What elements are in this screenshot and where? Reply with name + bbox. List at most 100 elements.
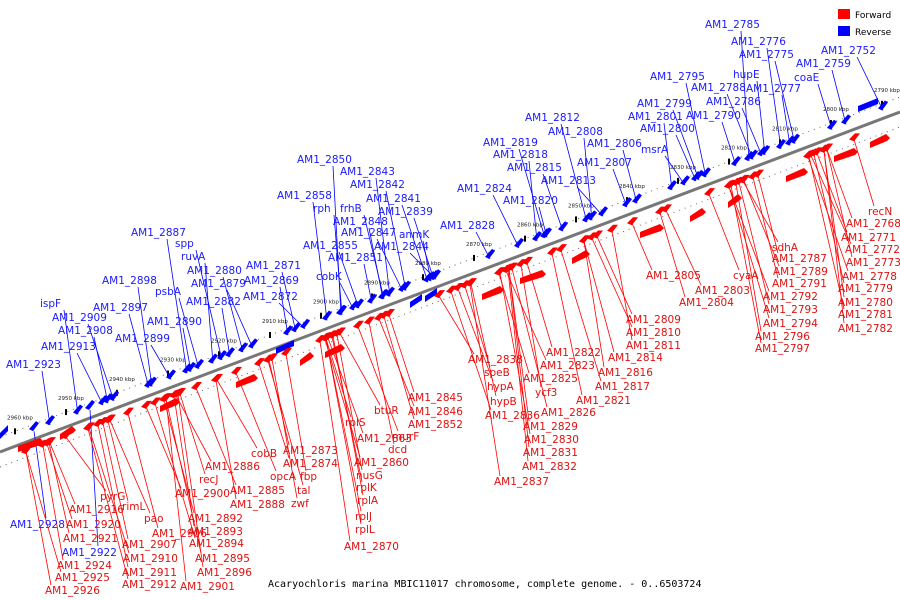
reverse-gene-label: hupE — [733, 69, 760, 81]
forward-gene-arrow — [325, 344, 345, 358]
forward-leader-line — [507, 270, 529, 462]
forward-gene-arrow — [315, 335, 326, 344]
reverse-gene-label: AM1_2801 — [628, 111, 683, 123]
forward-gene-label: AM1_2780 — [838, 297, 893, 309]
legend-reverse-swatch — [838, 26, 850, 36]
reverse-leader-line — [612, 168, 628, 208]
reverse-gene-arrow — [398, 281, 408, 292]
forward-gene-arrow — [849, 133, 860, 142]
forward-gene-label: AM1_2796 — [755, 331, 810, 343]
forward-leader-line — [267, 360, 304, 486]
reverse-gene-label: ruvA — [181, 251, 206, 263]
reverse-leader-line — [576, 186, 604, 217]
forward-leader-line — [154, 403, 196, 539]
reverse-leader-line — [89, 409, 99, 547]
reverse-gene-label: AM1_2775 — [739, 49, 794, 61]
forward-gene-label: AM1_2791 — [772, 278, 827, 290]
reverse-gene-arrow — [283, 325, 293, 336]
ruler-tick-label: 2790 kbp — [874, 88, 900, 94]
reverse-leader-line — [831, 69, 847, 125]
reverse-gene-arrow — [354, 298, 364, 309]
ruler-tick-label: 2820 kbp — [721, 146, 747, 152]
reverse-gene-arrow — [598, 206, 608, 217]
forward-gene-arrow — [819, 144, 830, 153]
reverse-gene-arrow — [385, 286, 395, 297]
reverse-leader-line — [726, 93, 754, 160]
forward-gene-arrow — [236, 374, 258, 388]
reverse-leader-line — [178, 297, 200, 369]
forward-leader-line — [285, 353, 307, 472]
forward-gene-arrow — [83, 422, 94, 431]
reverse-gene-label: AM1_2759 — [796, 58, 851, 70]
reverse-leader-line — [385, 190, 407, 291]
reverse-gene-label: AM1_2839 — [378, 206, 433, 218]
forward-gene-label: AM1_2836 — [485, 410, 540, 422]
forward-gene-label: AM1_2906 — [152, 528, 207, 540]
reverse-gene-arrow — [322, 310, 332, 321]
reverse-gene-arrow — [785, 135, 795, 146]
forward-gene-label: rplJ — [355, 511, 372, 523]
reverse-gene-label: AM1_2850 — [297, 154, 352, 166]
forward-leader-line — [235, 372, 277, 472]
forward-leader-line — [498, 273, 530, 374]
reverse-gene-label: ispF — [40, 298, 61, 310]
reverse-gene-arrow — [776, 138, 786, 149]
forward-gene-label: AM1_2920 — [66, 519, 121, 531]
forward-leader-line — [127, 413, 159, 529]
reverse-leader-lines — [33, 30, 884, 547]
reverse-leader-line — [41, 370, 51, 426]
reverse-gene-label: AM1_2922 — [62, 547, 117, 559]
forward-gene-arrow — [495, 267, 506, 276]
forward-leader-line — [438, 295, 475, 355]
reverse-gene-arrow — [45, 415, 55, 426]
reverse-gene-label: AM1_2799 — [637, 98, 692, 110]
reverse-gene-label: AM1_2887 — [131, 227, 186, 239]
reverse-gene-label: AM1_2828 — [440, 220, 495, 232]
reverse-leader-line — [204, 262, 214, 364]
reverse-gene-arrow — [667, 180, 677, 191]
forward-gene-arrow — [834, 148, 858, 162]
forward-leader-line — [752, 177, 779, 279]
forward-gene-arrow — [556, 244, 567, 253]
reverse-gene-arrow — [582, 212, 592, 223]
reverse-gene-arrow — [514, 237, 524, 248]
forward-leader-line — [216, 379, 258, 449]
reverse-leader-line — [817, 83, 833, 130]
reverse-leader-line — [195, 249, 223, 361]
reverse-gene-arrow — [748, 149, 758, 160]
forward-gene-label: AM1_2888 — [230, 499, 285, 511]
forward-gene-label: AM1_2805 — [646, 270, 701, 282]
forward-gene-label: AM1_2895 — [195, 553, 250, 565]
reverse-gene-label: psbA — [155, 286, 182, 298]
reverse-gene-arrow — [827, 119, 837, 130]
forward-gene-label: AM1_2772 — [845, 244, 900, 256]
forward-leader-line — [109, 420, 151, 514]
reverse-leader-line — [312, 201, 328, 321]
forward-leader-line — [457, 288, 494, 382]
forward-leader-line — [659, 212, 686, 298]
reverse-gene-arrow — [144, 377, 154, 388]
reverse-gene-arrow — [841, 114, 851, 125]
reverse-gene-arrow — [680, 175, 690, 186]
forward-leader-line — [42, 445, 64, 561]
forward-leader-line — [383, 316, 415, 420]
reverse-gene-label: AM1_2897 — [93, 302, 148, 314]
reverse-leader-line — [740, 30, 750, 162]
forward-gene-label: tal — [297, 485, 310, 497]
forward-leader-line — [177, 394, 204, 568]
forward-leader-line — [464, 286, 491, 368]
reverse-leader-line — [137, 286, 153, 387]
forward-gene-label: opcA — [270, 471, 297, 483]
forward-leader-line — [25, 452, 52, 586]
forward-gene-label: AM1_2781 — [838, 309, 893, 321]
forward-gene-label: AM1_2910 — [123, 553, 178, 565]
ruler-tick-label: 2900 kbp — [313, 300, 339, 306]
forward-gene-label: rplS — [345, 417, 366, 429]
forward-leader-line — [730, 185, 762, 344]
forward-gene-label: hypB — [490, 396, 517, 408]
reverse-gene-label: AM1_2913 — [41, 341, 96, 353]
forward-leader-line — [97, 424, 129, 568]
forward-gene-label: AM1_2792 — [763, 291, 818, 303]
